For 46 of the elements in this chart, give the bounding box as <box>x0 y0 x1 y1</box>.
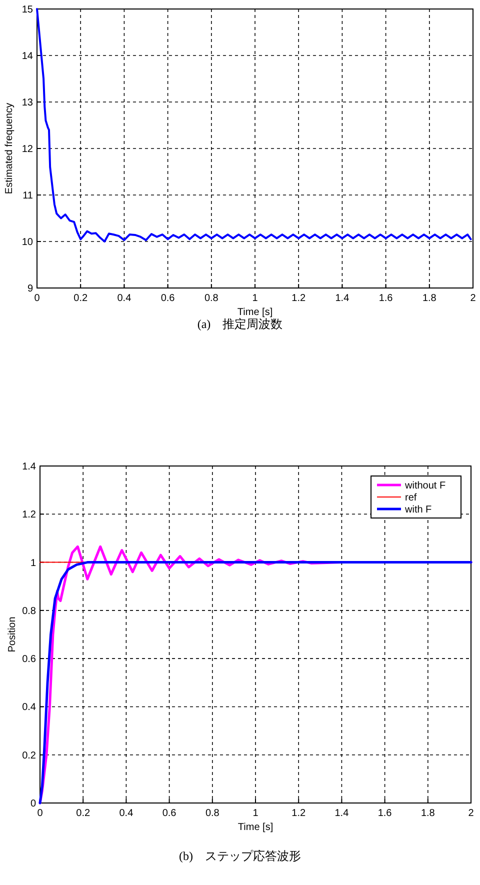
x-tick-label: 1.6 <box>378 808 392 819</box>
x-tick-label: 0.8 <box>205 808 220 819</box>
x-tick-label: 1.2 <box>292 808 306 819</box>
x-tick-label: 1.4 <box>334 808 350 819</box>
y-tick-label: 13 <box>22 98 34 108</box>
y-tick-label: 11 <box>22 190 34 202</box>
y-tick-label: 12 <box>22 144 34 155</box>
y-tick-label: 1.2 <box>22 510 36 521</box>
x-tick-label: 2 <box>468 808 474 819</box>
y-tick-label: 14 <box>22 51 34 62</box>
x-axis-title: Time [s] <box>237 307 273 318</box>
y-tick-label: 0.2 <box>22 750 36 762</box>
x-tick-label: 1.4 <box>335 293 350 304</box>
x-tick-label: 1 <box>252 293 258 304</box>
y-tick-label: 1.4 <box>22 462 36 472</box>
x-tick-label: 0.8 <box>204 293 219 304</box>
y-tick-label: 10 <box>22 237 34 248</box>
x-tick-label: 1.8 <box>422 293 437 304</box>
y-tick-label: 1 <box>30 558 36 569</box>
text: (b) ステップ応答波形 <box>179 849 301 863</box>
x-tick-label: 0.2 <box>74 293 88 304</box>
legend-label: with F <box>404 504 432 516</box>
x-tick-label: 1 <box>252 808 259 819</box>
x-tick-label: 0.4 <box>117 293 132 304</box>
y-tick-label: 0.6 <box>22 654 36 666</box>
x-tick-label: 0.6 <box>162 808 177 819</box>
y-tick-label: 9 <box>27 284 34 294</box>
x-tick-label: 0.2 <box>76 808 90 819</box>
line-series <box>36 8 472 242</box>
x-tick-label: 2 <box>470 293 476 304</box>
y-tick-label: 0.8 <box>22 606 36 617</box>
y-axis-title: Position <box>7 616 18 652</box>
x-tick-label: 1.2 <box>292 293 306 304</box>
x-axis-title: Time [s] <box>238 822 274 833</box>
y-axis-title: Estimated frequency <box>4 102 15 194</box>
legend-label: without F <box>404 480 446 492</box>
x-tick-label: 0 <box>37 808 44 819</box>
legend-label: ref <box>405 492 417 504</box>
text: (a) 推定周波数 <box>197 317 283 331</box>
x-tick-label: 0.6 <box>160 293 176 304</box>
y-tick-label: 15 <box>22 4 34 16</box>
y-tick-label: 0 <box>30 798 36 810</box>
x-tick-label: 1.8 <box>420 808 436 819</box>
x-tick-label: 1.6 <box>378 293 394 304</box>
y-tick-label: 0.4 <box>22 702 36 714</box>
x-tick-label: 0.4 <box>119 808 134 819</box>
